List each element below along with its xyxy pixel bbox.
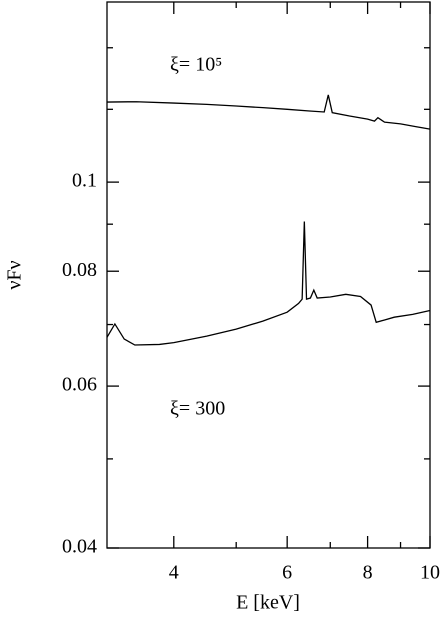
series-line xyxy=(106,221,431,346)
y-axis-label: νFν xyxy=(4,260,26,289)
plot-frame xyxy=(106,1,431,549)
series-line xyxy=(106,94,431,130)
x-tick-label: 4 xyxy=(169,562,179,584)
y-tick-label: 0.04 xyxy=(62,536,97,558)
x-tick-label: 8 xyxy=(363,562,373,584)
y-tick-label: 0.1 xyxy=(72,170,97,192)
series-label: ξ= 300 xyxy=(170,398,225,420)
y-tick-label: 0.06 xyxy=(62,374,97,396)
x-tick-label: 10 xyxy=(420,562,440,584)
x-tick-label: 6 xyxy=(282,562,292,584)
series-label: ξ= 10⁵ xyxy=(170,54,222,76)
x-axis-label: E [keV] xyxy=(236,592,300,614)
y-tick-label: 0.08 xyxy=(62,259,97,281)
